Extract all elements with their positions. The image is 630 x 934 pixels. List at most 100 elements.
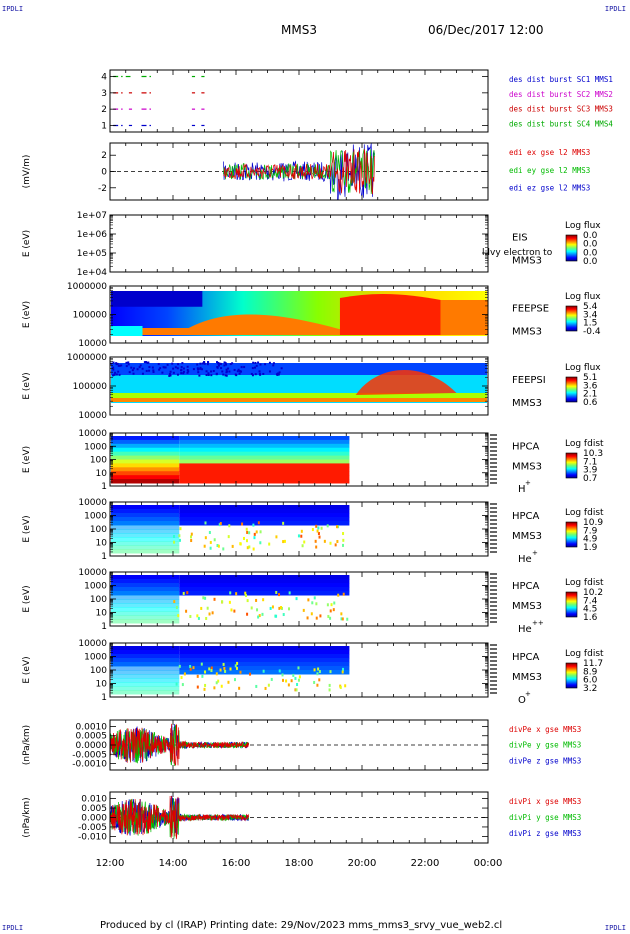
hpca_h-ytick-label: 1 (101, 482, 107, 492)
hpca_h-spectrogram (179, 459, 350, 464)
edi-ylabel: (mV/m) (22, 155, 32, 189)
divpe-legend-entry: divPe x gse MMS3 (509, 725, 581, 734)
hpca_he2-spectrogram (288, 591, 291, 595)
hpca_o-spectrogram (222, 662, 225, 666)
hpca_o-spectrogram (234, 664, 237, 668)
hpca_h-ytick-label: 10000 (78, 429, 107, 439)
hpca_o-spectrogram (229, 667, 232, 671)
hpca_he2-spectrogram (179, 575, 350, 580)
feepsi-spectrogram (257, 361, 260, 364)
hpca_o-sc-label: MMS3 (512, 672, 542, 683)
feepsi-spectrogram (111, 398, 487, 402)
feepse-ytick-label: 10000 (78, 339, 107, 349)
hpca_he2-spectrogram (327, 614, 330, 618)
edi-trace (223, 148, 375, 195)
hpca_he-ytick-label: 1000 (84, 512, 107, 522)
feepsi-spectrogram (224, 362, 227, 365)
eis-colorbar-title: Log flux (565, 221, 601, 231)
hpca_o-spectrogram (189, 665, 192, 669)
feepsi-spectrogram (272, 362, 275, 365)
hpca_o-spectrogram (316, 683, 319, 687)
feepsi-spectrogram (145, 361, 148, 364)
hpca_he2-spectrogram (235, 592, 238, 596)
hpca_o-spectrogram (179, 662, 350, 667)
hpca_he2-colorbar-tick: 10.2 (583, 588, 603, 598)
hpca_he-spectrogram (178, 538, 181, 542)
feepsi-spectrogram (355, 369, 457, 395)
edi-panel: 2 0 -2 (mV/m) edi ex gse l2 MMS3 edi ey gse l… (22, 142, 590, 201)
hpca_he2-spectrogram (111, 599, 180, 604)
feepsi-spectrogram (112, 361, 115, 364)
hpca_he2-spectrogram (257, 615, 260, 619)
hpca_o-spectrogram (179, 650, 350, 655)
feepsi-spectrogram (181, 362, 184, 365)
hpca_he-spectrogram (283, 539, 286, 543)
feepsi-colorbar-tick: 3.6 (583, 381, 598, 391)
feepsi-spectrogram (192, 368, 195, 371)
burst-ytick-label: 3 (101, 89, 107, 99)
hpca_he-spectrogram (300, 529, 303, 533)
hpca_he-spectrogram (337, 525, 340, 529)
feepsi-spectrogram (115, 363, 118, 366)
hpca_he-charge-label: + (532, 549, 538, 557)
hpca_o-spectrogram (297, 666, 300, 670)
hpca_he2-spectrogram (244, 591, 247, 595)
feepsi-spectrogram (252, 361, 255, 364)
hpca_he-spectrogram (111, 505, 180, 510)
feepsi-spectrogram (139, 364, 142, 367)
feepsi-spectrogram (157, 363, 160, 366)
feepsi-spectrogram (148, 369, 151, 372)
hpca_o-colorbar-tick: 3.2 (583, 684, 597, 694)
hpca_he2-spectrogram (111, 615, 180, 620)
hpca_he-ytick-label: 10000 (78, 498, 107, 508)
burst-legend-entry: des dist burst SC2 MMS2 (509, 90, 613, 99)
hpca_he-spectrogram (311, 528, 314, 532)
hpca_o-spectrogram (213, 686, 216, 690)
eis-frame (109, 214, 489, 273)
hpca_he2-spectrogram (111, 575, 180, 580)
feepsi-spectrogram (199, 366, 202, 369)
hpca_o-spectrogram (281, 673, 284, 677)
hpca_he-colorbar-tick: 7.9 (583, 526, 598, 536)
eis-overlay-text: l:lvy electron to (482, 248, 553, 258)
hpca_he-colorbar-tick: 1.9 (583, 543, 598, 553)
hpca_o-spectrogram (296, 683, 299, 687)
hpca_o-spectrogram (313, 668, 316, 672)
divpi-ytick-label: 0.010 (81, 795, 107, 805)
divpi-trace (109, 795, 249, 840)
hpca_he2-spectrogram (302, 608, 305, 612)
hpca_he-spectrogram (204, 536, 207, 540)
hpca_he2-colorbar-tick: 1.6 (583, 613, 598, 623)
burst-ytick-label: 4 (101, 73, 107, 83)
feepsi-spectrogram (254, 361, 257, 364)
hpca_o-spectrogram (175, 682, 178, 686)
hpca_o-spectrogram (285, 679, 288, 683)
hpca_he-panel: 10000 1000 100 10 1 E (eV) HPCA MMS3 He+ Log fdis… (22, 498, 604, 565)
feepsi-spectrogram (180, 372, 183, 375)
hpca_he2-spectrogram (202, 596, 205, 600)
hpca_o-spectrogram (341, 670, 344, 674)
hpca_he-spectrogram (282, 540, 285, 544)
hpca_h-spectrogram (111, 463, 180, 468)
corner-label-top-right: IPDLI (604, 5, 626, 13)
feepsi-spectrogram (147, 361, 150, 364)
feepsi-spectrogram (205, 370, 208, 373)
hpca_o-spectrogram (179, 646, 350, 651)
hpca_o-spectrogram (313, 680, 316, 684)
hpca_o-spectrogram (111, 678, 180, 683)
feepsi-spectrogram (118, 373, 121, 376)
hpca_h-spectrogram (111, 467, 180, 472)
hpca_he2-ylabel: E (eV) (22, 585, 32, 612)
feepse-spectrogram (111, 291, 203, 307)
footer-credit: Produced by cl (IRAP) Printing date: 29/… (100, 920, 503, 931)
hpca_he2-instrument-label: HPCA (512, 581, 540, 592)
feepsi-spectrogram (115, 373, 118, 376)
hpca_he-spectrogram (208, 530, 211, 534)
hpca_he-spectrogram (190, 539, 193, 543)
feepsi-spectrogram (148, 366, 151, 369)
hpca_o-charge-label: + (525, 690, 531, 698)
hpca_o-spectrogram (180, 676, 183, 680)
hpca_he-spectrogram (190, 532, 193, 536)
hpca_h-spectrogram (111, 455, 180, 460)
hpca_o-spectrogram (249, 672, 252, 676)
